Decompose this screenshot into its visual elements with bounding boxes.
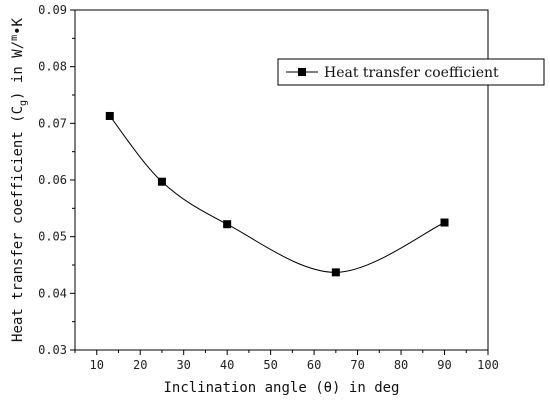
- data-point-marker: [223, 220, 232, 229]
- data-point-marker: [157, 177, 166, 186]
- x-tick-label: 80: [394, 358, 408, 372]
- y-tick-label: 0.03: [38, 343, 67, 357]
- y-tick-label: 0.05: [38, 230, 67, 244]
- x-tick-label: 50: [263, 358, 277, 372]
- x-tick-label: 20: [133, 358, 147, 372]
- series-layer: [105, 111, 449, 277]
- y-tick-label: 0.08: [38, 60, 67, 74]
- x-tick-label: 60: [307, 358, 321, 372]
- legend: Heat transfer coefficient: [277, 58, 545, 86]
- y-tick-label: 0.04: [38, 286, 67, 300]
- y-axis-title-main: Heat transfer coefficient (C: [10, 106, 26, 342]
- x-axis-ticks: 10 20 30 40 50 60 70 80 90 100: [74, 350, 499, 372]
- y-axis-title-unit: ) in W/: [10, 41, 26, 100]
- x-axis-title: Inclination angle (θ) in deg: [163, 380, 399, 396]
- x-tick-label: 40: [220, 358, 234, 372]
- x-tick-label: 10: [90, 358, 104, 372]
- series-line: [109, 115, 445, 273]
- y-tick-label: 0.06: [38, 173, 67, 187]
- y-axis-title-unit-sup: m: [9, 35, 20, 41]
- y-tick-label: 0.07: [38, 116, 67, 130]
- y-axis-title-unit-tail: •K: [10, 17, 26, 34]
- legend-box: [277, 58, 545, 86]
- y-axis-title-sub: g: [18, 100, 29, 106]
- y-tick-label: 0.09: [38, 3, 67, 17]
- y-axis-title: Heat transfer coefficient (Cg) in W/m•K: [9, 17, 29, 342]
- legend-marker-sample: [298, 68, 306, 76]
- x-tick-label: 70: [350, 358, 364, 372]
- x-tick-label: 90: [437, 358, 451, 372]
- legend-label: Heat transfer coefficient: [324, 65, 499, 81]
- data-point-marker: [105, 111, 114, 120]
- x-tick-label: 100: [477, 358, 499, 372]
- data-point-marker: [440, 218, 449, 227]
- x-tick-label: 30: [176, 358, 190, 372]
- y-axis-ticks: 0.03 0.04 0.05 0.06 0.07 0.08 0.09: [38, 3, 75, 357]
- data-point-marker: [331, 268, 340, 277]
